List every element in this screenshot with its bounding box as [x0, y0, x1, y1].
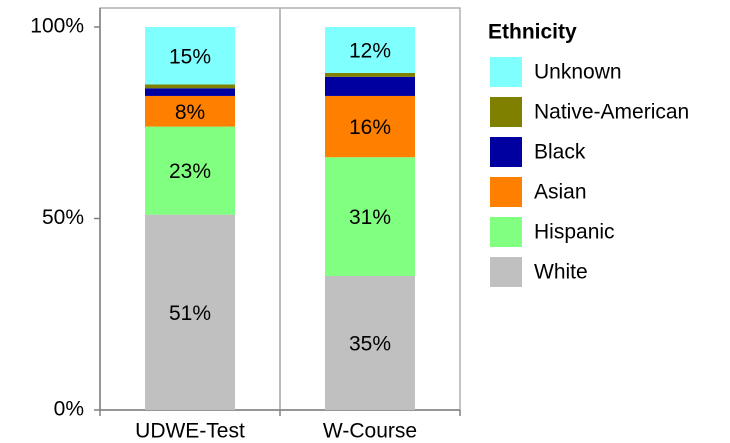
y-tick-label: 50%: [42, 206, 84, 229]
data-label: 31%: [349, 206, 391, 229]
legend-title: Ethnicity: [488, 21, 577, 44]
data-label: 23%: [169, 160, 211, 183]
y-tick-label: 0%: [54, 398, 84, 421]
legend-swatch: [490, 177, 522, 207]
bar-segment: [325, 76, 415, 96]
legend-label: White: [534, 261, 588, 284]
legend-label: Unknown: [534, 61, 622, 84]
legend-label: Black: [534, 141, 586, 164]
bar-segment: [325, 275, 415, 410]
legend-swatch: [490, 57, 522, 87]
bar-segment: [325, 157, 415, 276]
data-label: 15%: [169, 45, 211, 68]
legend-swatch: [490, 257, 522, 287]
bar-segment: [145, 95, 235, 127]
x-tick-label: W-Course: [323, 420, 417, 443]
legend-swatch: [490, 137, 522, 167]
legend-label: Asian: [534, 181, 587, 204]
data-label: 51%: [169, 302, 211, 325]
x-tick-label: UDWE-Test: [135, 420, 245, 443]
data-label: 35%: [349, 333, 391, 356]
bar-segment: [145, 88, 235, 96]
bar-segment: [145, 214, 235, 410]
legend-swatch: [490, 217, 522, 247]
legend-swatch: [490, 97, 522, 127]
legend-label: Native-American: [534, 101, 689, 124]
bar-segment: [325, 95, 415, 158]
bar-segment: [325, 72, 415, 77]
bar-segment: [325, 27, 415, 73]
data-label: 16%: [349, 116, 391, 139]
y-tick-label: 100%: [30, 15, 84, 38]
data-label: 12%: [349, 40, 391, 63]
bar-segment: [145, 27, 235, 85]
bar-segment: [145, 126, 235, 215]
legend-label: Hispanic: [534, 221, 615, 244]
bar-segment: [145, 84, 235, 89]
data-label: 8%: [175, 101, 205, 124]
